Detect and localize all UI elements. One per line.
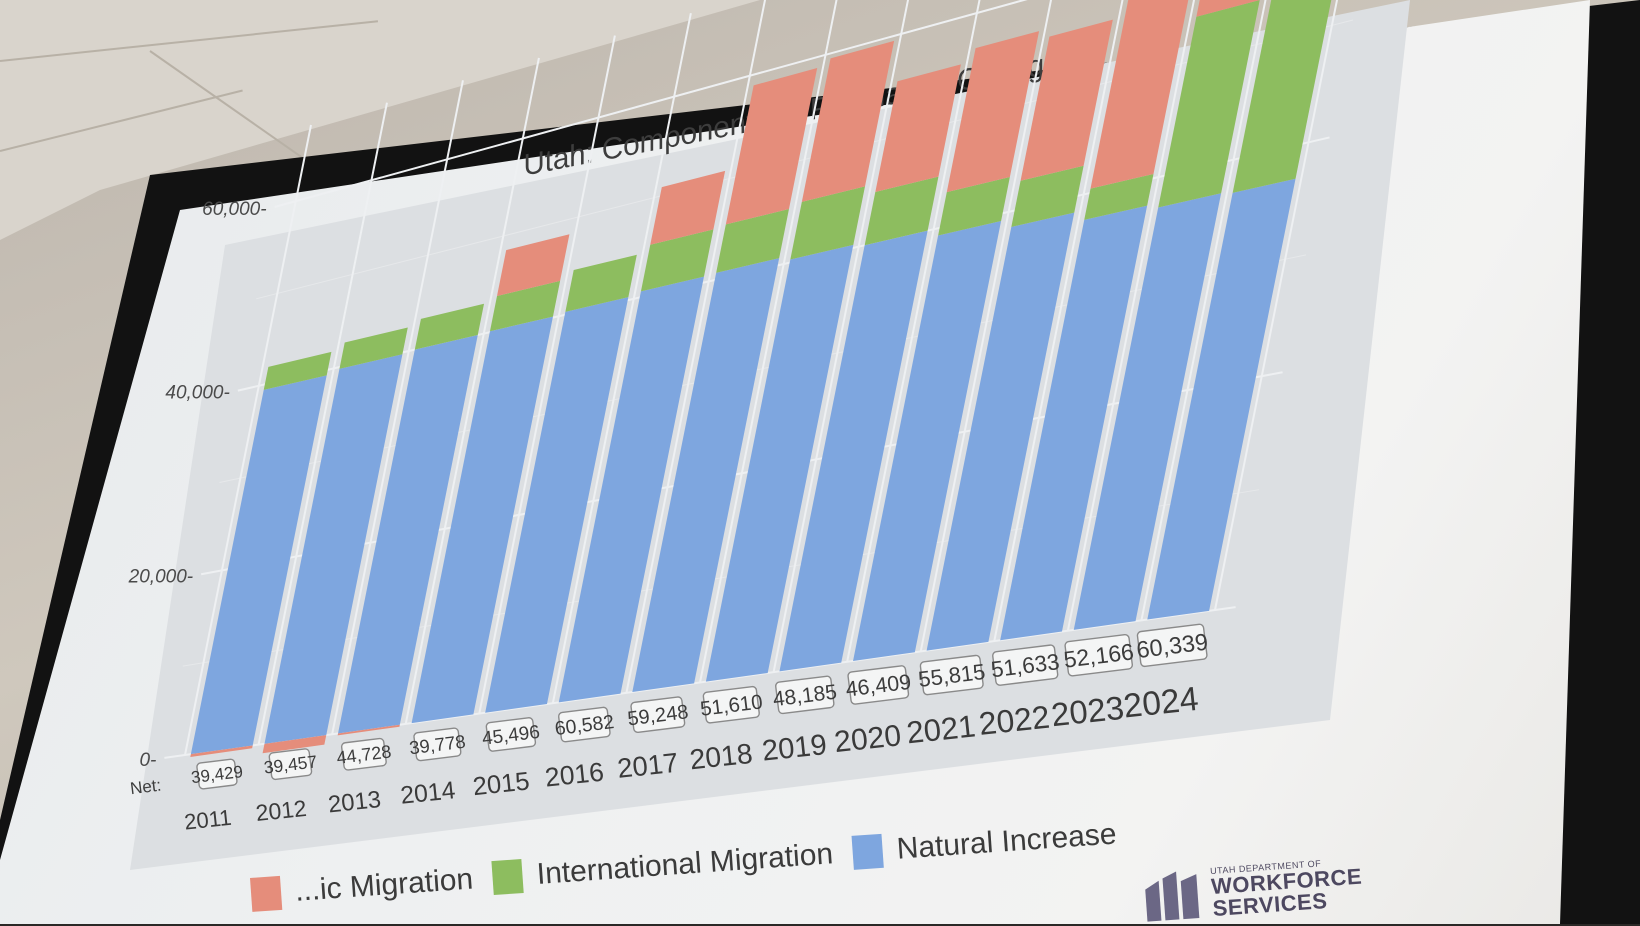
bar-natural-increase bbox=[1000, 205, 1148, 641]
net-label-box bbox=[1064, 634, 1133, 677]
net-label-box bbox=[919, 654, 984, 696]
gridline-vertical bbox=[919, 0, 1053, 652]
x-tick-label: 2023 bbox=[1049, 689, 1125, 733]
x-tick-label: 2017 bbox=[616, 747, 680, 784]
bar-domestic-migration bbox=[1090, 0, 1189, 189]
net-prefix-label: Net: bbox=[129, 776, 162, 799]
net-label-box bbox=[992, 644, 1059, 686]
bar-international-migration bbox=[790, 186, 865, 260]
bar-domestic-migration bbox=[1196, 0, 1260, 17]
bar-international-migration bbox=[489, 280, 561, 332]
net-label-box bbox=[847, 665, 910, 705]
net-label-box bbox=[775, 675, 835, 715]
gridline-vertical bbox=[1214, 0, 1339, 611]
x-tick-label: 2019 bbox=[760, 729, 828, 768]
bar-domestic-migration bbox=[190, 745, 253, 757]
x-tick-label: 2012 bbox=[254, 795, 307, 826]
net-label-box bbox=[413, 727, 462, 762]
x-tick-label: 2024 bbox=[1122, 680, 1201, 726]
bar-international-migration bbox=[1158, 0, 1260, 208]
bar-natural-increase bbox=[411, 316, 553, 724]
bar-natural-increase bbox=[926, 212, 1075, 651]
x-tick-label: 2018 bbox=[688, 737, 754, 775]
logo-text: UTAH DEPARTMENT OF WORKFORCE SERVICES bbox=[1210, 857, 1364, 921]
y-tick-label: 60,000- bbox=[202, 199, 266, 220]
gridline-vertical bbox=[993, 0, 1124, 642]
net-label-box bbox=[340, 737, 387, 771]
net-label-box bbox=[702, 685, 760, 724]
x-tick-label: 2020 bbox=[833, 719, 903, 759]
bar-domestic-migration bbox=[946, 31, 1040, 193]
gridline-vertical bbox=[846, 0, 981, 662]
legend-swatch-domestic bbox=[250, 875, 283, 912]
x-tick-label: 2013 bbox=[327, 786, 382, 818]
bar-natural-increase bbox=[853, 220, 1002, 661]
gridline-vertical bbox=[551, 13, 692, 704]
net-label-box bbox=[1136, 623, 1208, 668]
workforce-services-logo-icon bbox=[1145, 871, 1200, 922]
bar-domestic-migration bbox=[262, 735, 327, 754]
bar-natural-increase bbox=[779, 230, 928, 672]
bar-natural-increase bbox=[705, 244, 854, 682]
bar-international-migration bbox=[1011, 165, 1084, 227]
net-label-box bbox=[485, 717, 537, 752]
legend-swatch-international bbox=[491, 858, 525, 896]
x-tick-label: 2021 bbox=[905, 708, 977, 750]
gridline-vertical bbox=[699, 0, 838, 683]
bar-international-migration bbox=[864, 176, 939, 246]
bar-international-migration bbox=[1084, 173, 1154, 220]
x-tick-label: 2016 bbox=[544, 757, 606, 793]
bar-international-migration bbox=[339, 327, 408, 369]
bar-domestic-migration bbox=[497, 234, 570, 297]
bar-domestic-migration bbox=[725, 67, 818, 225]
x-tick-label: 2014 bbox=[399, 777, 456, 810]
bar-domestic-migration bbox=[875, 64, 961, 192]
bar-natural-increase bbox=[338, 334, 478, 734]
bar-international-migration bbox=[938, 177, 1010, 236]
bar-international-migration bbox=[414, 303, 485, 350]
bar-natural-increase bbox=[1147, 178, 1296, 620]
bar-domestic-migration bbox=[337, 724, 400, 736]
bar-domestic-migration bbox=[1020, 19, 1113, 181]
bar-natural-increase bbox=[558, 276, 704, 703]
y-tick-label: 20,000- bbox=[128, 566, 193, 587]
bar-natural-increase bbox=[1073, 193, 1222, 630]
gridline-vertical bbox=[331, 80, 464, 735]
net-label-box bbox=[630, 696, 686, 733]
legend-swatch-natural bbox=[851, 833, 885, 870]
bar-international-migration bbox=[716, 209, 789, 273]
y-tick-label: 40,000- bbox=[165, 383, 229, 404]
x-tick-label: 2015 bbox=[471, 767, 531, 801]
bar-international-migration bbox=[640, 229, 714, 292]
net-label-box bbox=[268, 748, 313, 781]
net-label-box bbox=[196, 758, 238, 790]
gridline-vertical bbox=[478, 35, 616, 714]
gridline-vertical bbox=[1140, 0, 1267, 621]
bar-natural-increase bbox=[632, 258, 780, 693]
x-tick-label: 2011 bbox=[183, 805, 233, 835]
gridline-vertical bbox=[184, 124, 312, 756]
gridline-vertical bbox=[1066, 0, 1196, 631]
gridline-vertical bbox=[625, 0, 767, 694]
bar-international-migration bbox=[263, 351, 332, 390]
bar-international-migration bbox=[565, 254, 637, 312]
y-tick-label: 0- bbox=[139, 750, 156, 771]
workforce-services-logo: UTAH DEPARTMENT OF WORKFORCE SERVICES bbox=[1140, 857, 1364, 925]
bar-international-migration bbox=[1232, 0, 1332, 193]
bar-natural-increase bbox=[485, 297, 629, 713]
bar-domestic-migration bbox=[650, 170, 726, 245]
net-label-box bbox=[557, 706, 611, 743]
gridline-vertical bbox=[257, 102, 388, 745]
bar-natural-increase bbox=[264, 354, 403, 744]
x-tick-label: 2022 bbox=[977, 699, 1051, 742]
gridline-vertical bbox=[772, 0, 910, 673]
bar-natural-increase bbox=[190, 375, 327, 755]
bar-domestic-migration bbox=[801, 40, 895, 202]
gridline-vertical bbox=[404, 57, 540, 725]
